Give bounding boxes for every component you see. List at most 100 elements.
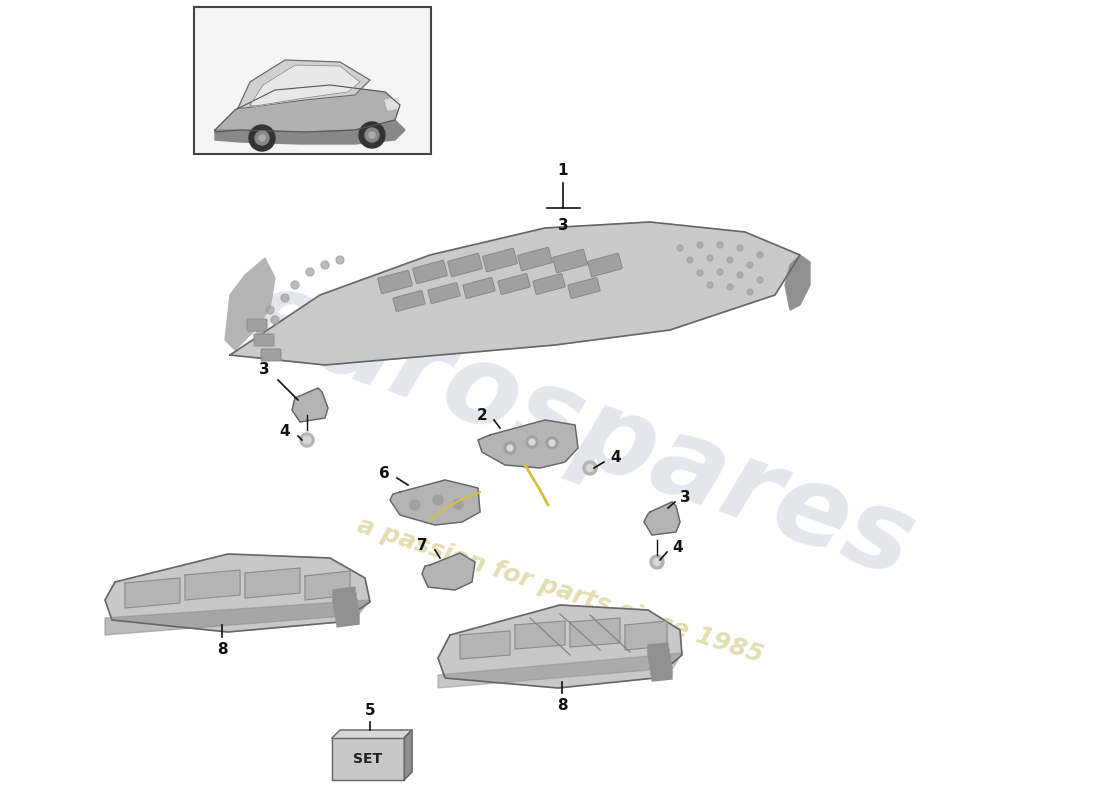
Polygon shape — [438, 653, 682, 688]
FancyBboxPatch shape — [483, 248, 517, 272]
Circle shape — [271, 316, 279, 324]
Circle shape — [266, 306, 274, 314]
Circle shape — [757, 277, 763, 283]
Polygon shape — [125, 578, 180, 608]
Circle shape — [300, 433, 313, 447]
Circle shape — [529, 439, 535, 445]
Polygon shape — [644, 502, 680, 535]
Text: 6: 6 — [379, 466, 390, 482]
Polygon shape — [650, 655, 670, 669]
Circle shape — [256, 326, 264, 334]
Text: 4: 4 — [610, 450, 620, 466]
Text: 3: 3 — [558, 218, 569, 233]
FancyBboxPatch shape — [254, 334, 274, 346]
Text: 5: 5 — [365, 703, 375, 718]
Circle shape — [650, 555, 664, 569]
Circle shape — [453, 499, 463, 509]
Circle shape — [747, 289, 754, 295]
Polygon shape — [230, 222, 800, 365]
Circle shape — [368, 132, 375, 138]
Circle shape — [292, 281, 299, 289]
Circle shape — [306, 268, 313, 276]
Circle shape — [688, 257, 693, 263]
Circle shape — [697, 242, 703, 248]
Circle shape — [359, 122, 385, 148]
Polygon shape — [334, 593, 356, 609]
Polygon shape — [478, 420, 578, 468]
Circle shape — [365, 128, 380, 142]
Circle shape — [676, 245, 683, 251]
Circle shape — [433, 495, 443, 505]
FancyBboxPatch shape — [498, 274, 530, 294]
Circle shape — [727, 257, 733, 263]
FancyBboxPatch shape — [568, 278, 601, 298]
Polygon shape — [649, 649, 669, 663]
Circle shape — [697, 270, 703, 276]
Circle shape — [717, 242, 723, 248]
Polygon shape — [332, 738, 404, 780]
Circle shape — [586, 465, 594, 471]
Polygon shape — [438, 605, 682, 688]
Text: 4: 4 — [279, 425, 290, 439]
Circle shape — [707, 255, 713, 261]
Circle shape — [717, 269, 723, 275]
Polygon shape — [404, 730, 412, 780]
FancyBboxPatch shape — [261, 349, 280, 361]
FancyBboxPatch shape — [532, 274, 565, 294]
Circle shape — [707, 282, 713, 288]
Polygon shape — [337, 611, 359, 627]
Circle shape — [546, 437, 558, 449]
Polygon shape — [250, 65, 360, 106]
Polygon shape — [651, 661, 671, 675]
Circle shape — [549, 440, 556, 446]
Text: 2: 2 — [477, 409, 488, 423]
Polygon shape — [422, 553, 475, 590]
Polygon shape — [292, 388, 328, 422]
Polygon shape — [648, 643, 668, 657]
FancyBboxPatch shape — [248, 319, 267, 331]
Polygon shape — [104, 600, 370, 635]
Text: 1: 1 — [558, 163, 569, 178]
FancyBboxPatch shape — [448, 254, 482, 277]
Text: 3: 3 — [680, 490, 691, 506]
Text: 8: 8 — [217, 642, 228, 657]
Polygon shape — [570, 618, 620, 647]
Circle shape — [302, 436, 311, 444]
Polygon shape — [214, 120, 405, 144]
Circle shape — [504, 442, 516, 454]
Circle shape — [737, 272, 742, 278]
FancyBboxPatch shape — [587, 254, 623, 277]
Text: a passion for parts since 1985: a passion for parts since 1985 — [354, 513, 766, 667]
Circle shape — [653, 558, 660, 566]
Circle shape — [747, 262, 754, 268]
FancyBboxPatch shape — [518, 247, 552, 270]
Text: 7: 7 — [417, 538, 428, 553]
FancyBboxPatch shape — [194, 7, 431, 154]
Polygon shape — [336, 599, 358, 615]
Polygon shape — [460, 631, 510, 659]
Circle shape — [757, 252, 763, 258]
Text: 8: 8 — [557, 698, 568, 713]
Polygon shape — [245, 568, 300, 598]
Polygon shape — [238, 60, 370, 108]
FancyBboxPatch shape — [428, 282, 460, 303]
Circle shape — [507, 445, 513, 451]
Circle shape — [280, 294, 289, 302]
Circle shape — [321, 261, 329, 269]
Circle shape — [336, 256, 344, 264]
Polygon shape — [333, 587, 355, 603]
FancyBboxPatch shape — [393, 290, 425, 311]
Text: 3: 3 — [260, 362, 270, 378]
Polygon shape — [652, 667, 672, 681]
Polygon shape — [226, 258, 275, 350]
Polygon shape — [785, 255, 810, 310]
Polygon shape — [104, 554, 370, 632]
Circle shape — [258, 135, 265, 141]
FancyBboxPatch shape — [552, 250, 587, 273]
FancyBboxPatch shape — [412, 260, 448, 284]
Circle shape — [583, 461, 597, 475]
Text: eurospares: eurospares — [232, 259, 928, 601]
Polygon shape — [305, 571, 350, 600]
Polygon shape — [185, 570, 240, 600]
Circle shape — [255, 131, 270, 145]
